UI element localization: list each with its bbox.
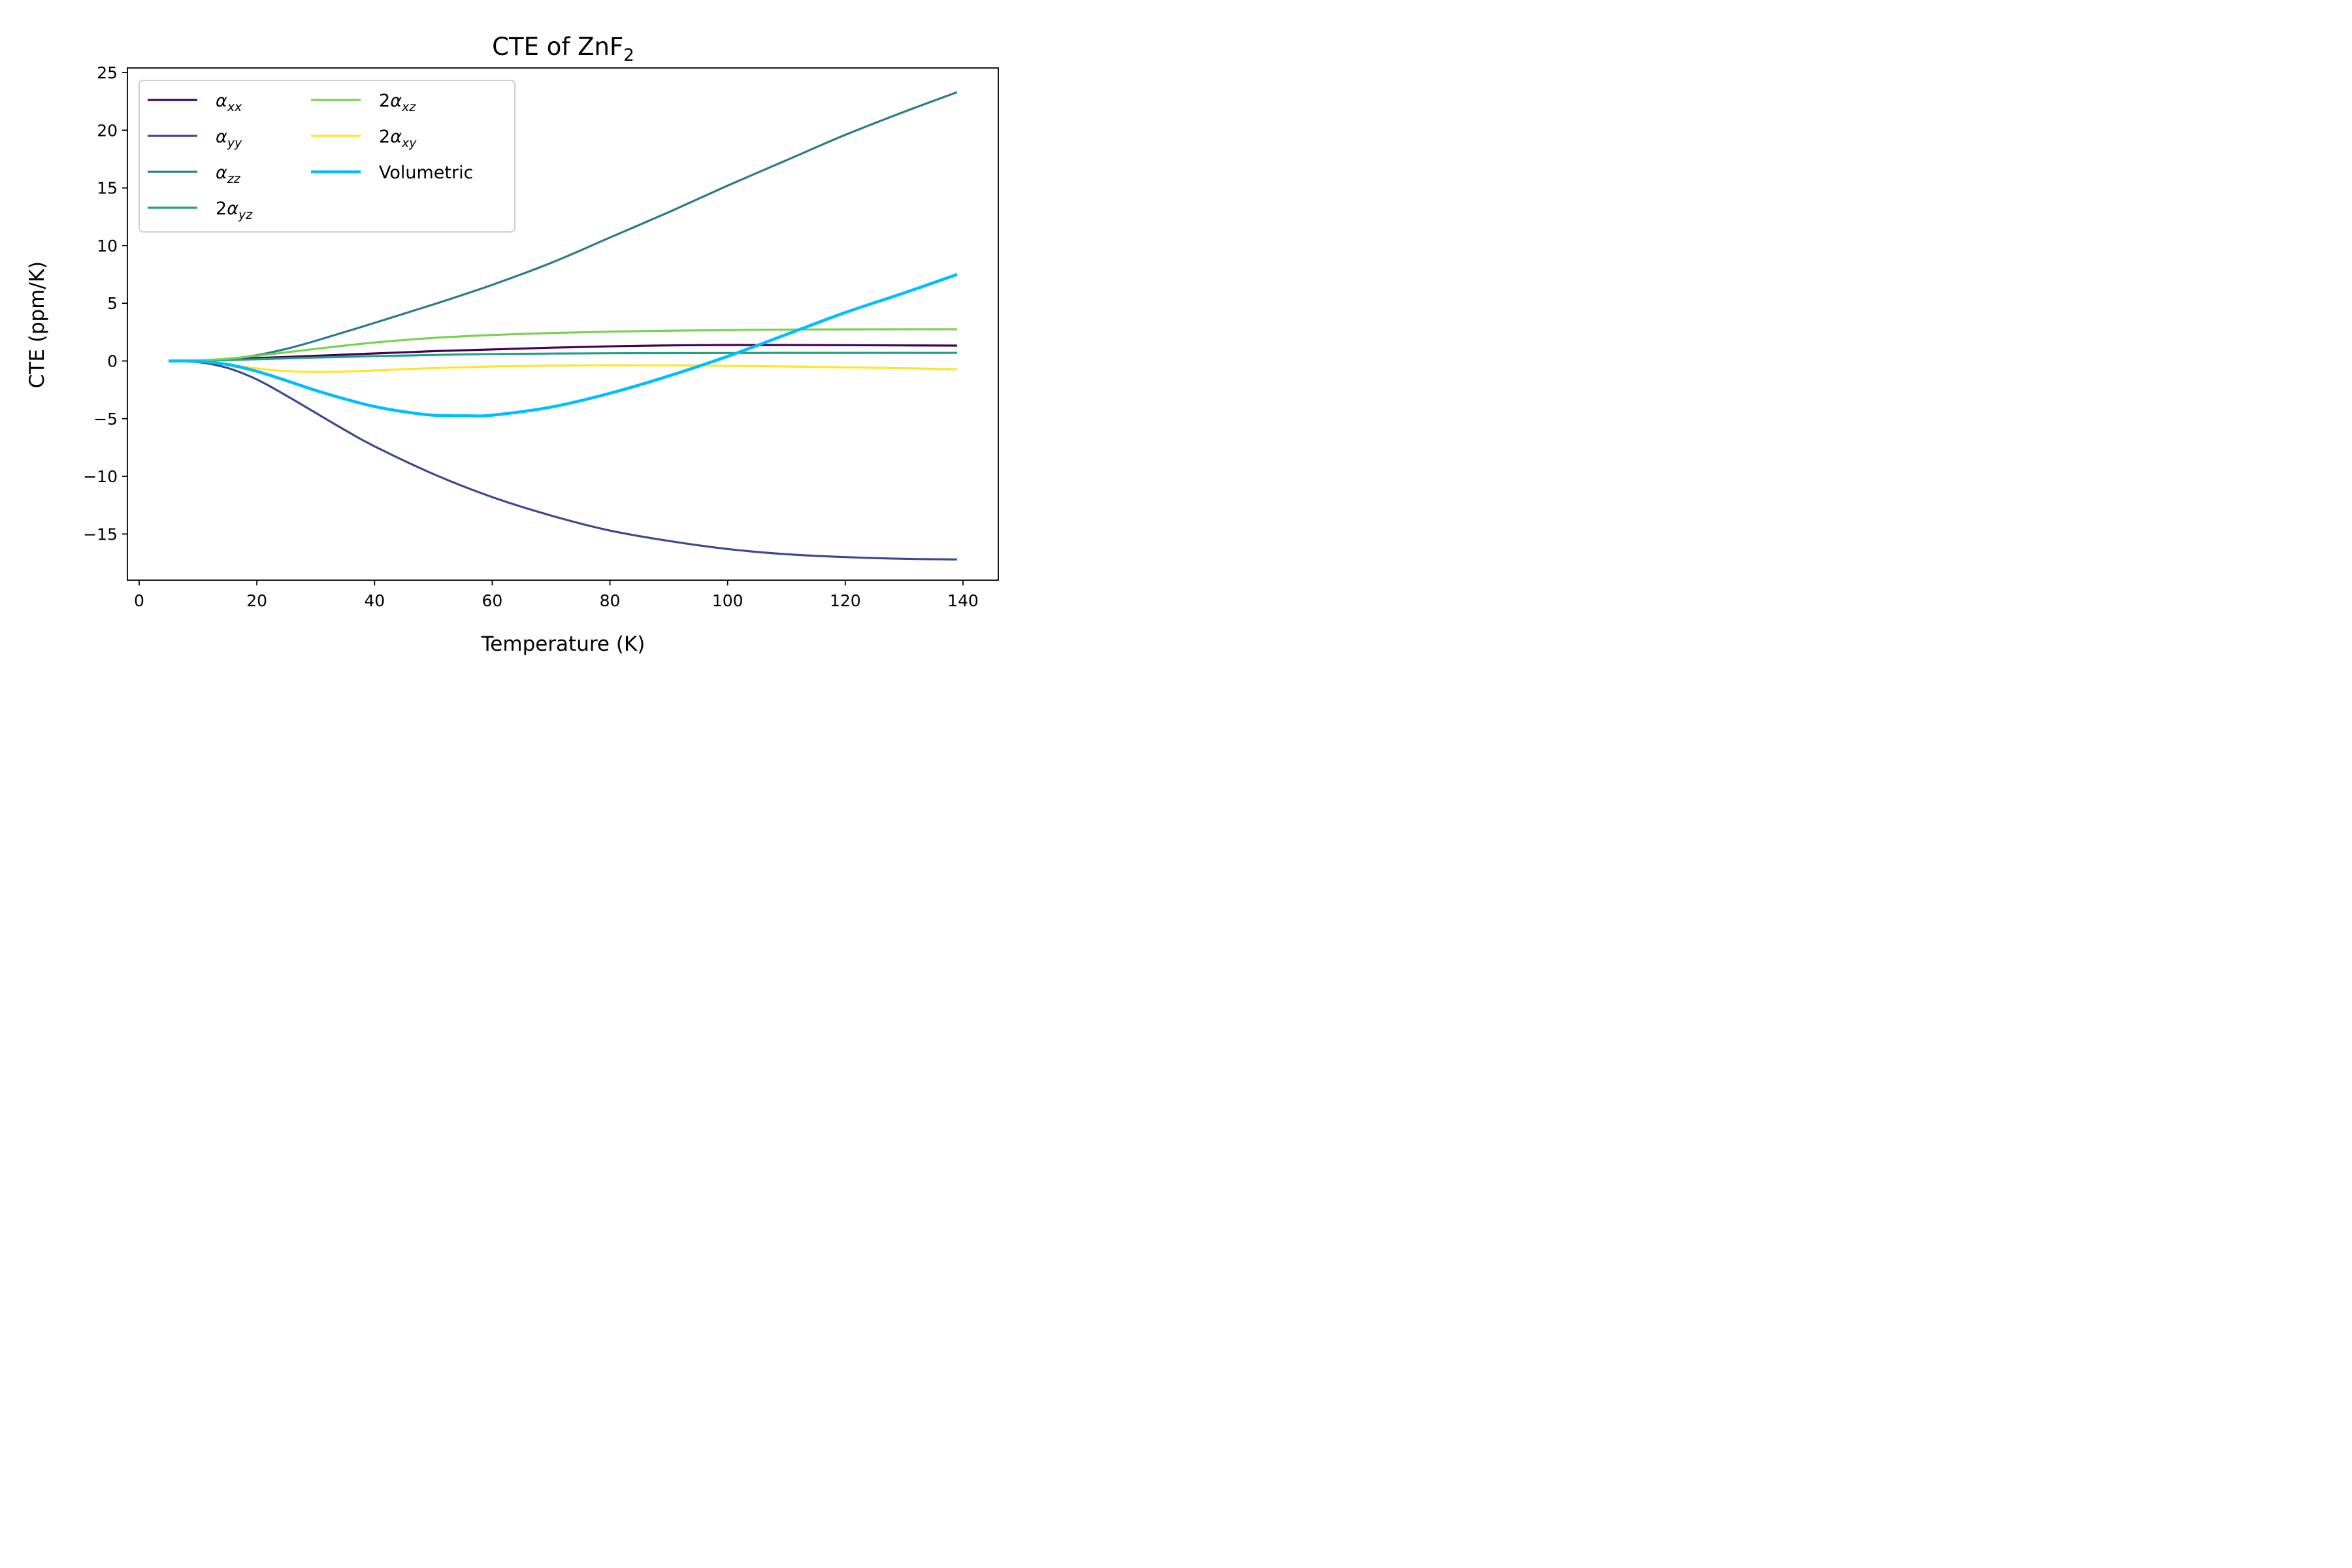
y-tick-label: −5 (93, 410, 118, 429)
x-tick-label: 120 (830, 591, 861, 610)
axis-ticks: 0 20 40 60 80 100 120 140 −15 −10 −5 0 5 10 15 20 25 (83, 63, 979, 610)
cte-line-chart: CTE of ZnF2 Temperature (K) CTE (ppm/K) … (0, 0, 1019, 679)
series-line-4 (169, 351, 957, 363)
y-tick-label: −10 (83, 467, 118, 486)
series-layer (168, 91, 958, 561)
y-tick-label: 25 (97, 63, 118, 82)
y-tick-label: 15 (97, 179, 118, 198)
y-axis-title: CTE (ppm/K) (25, 261, 49, 389)
legend-label: αzz (216, 163, 241, 186)
legend: αxx αyy αzz 2αyz 2αxz 2αxy Volumetric (139, 80, 515, 233)
legend-label: αyy (216, 127, 242, 150)
legend-label: 2αyz (216, 199, 253, 222)
y-tick-label: 20 (97, 121, 118, 140)
plot-frame (127, 67, 999, 581)
legend-box (139, 80, 515, 233)
legend-label: 2αxy (379, 127, 417, 150)
x-axis-title: Temperature (K) (481, 632, 645, 656)
legend-label: 2αxz (379, 91, 416, 114)
chart-title: CTE of ZnF2 (492, 33, 634, 65)
series-line-7 (169, 272, 958, 418)
series-line-6 (169, 359, 957, 373)
y-tick-label: 5 (107, 294, 118, 313)
series-line-2 (168, 359, 957, 561)
series-line-5 (169, 328, 957, 363)
x-tick-label: 0 (134, 591, 144, 610)
chart-title-subscript: 2 (623, 46, 634, 65)
x-tick-label: 100 (712, 591, 743, 610)
x-tick-label: 40 (364, 591, 385, 610)
y-tick-label: 10 (97, 237, 118, 255)
legend-label: αxx (216, 91, 242, 114)
y-tick-label: −15 (83, 525, 118, 544)
x-tick-label: 140 (947, 591, 979, 610)
legend-label: Volumetric (379, 163, 473, 183)
x-tick-label: 80 (600, 591, 621, 610)
x-tick-label: 60 (482, 591, 503, 610)
x-tick-label: 20 (246, 591, 267, 610)
y-tick-label: 0 (107, 352, 118, 371)
series-line-1 (169, 344, 957, 363)
